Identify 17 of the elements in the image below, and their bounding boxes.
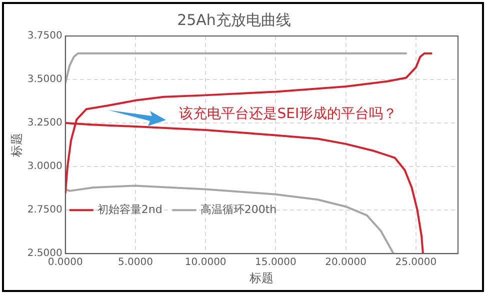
y-tick-label: 3.5000 [27,74,62,86]
chart-title: 25Ah充放电曲线 [177,10,291,29]
x-tick-label: 25.0000 [395,257,437,268]
x-tick-label: 5.0000 [118,257,153,268]
y-axis-title: 标题 [9,132,24,158]
legend-label: 高温循环200th [200,202,277,216]
x-axis-title: 标题 [248,270,274,285]
x-tick-label: 0.0000 [48,257,83,268]
y-tick-label: 3.2500 [27,118,62,129]
x-tick-label: 15.0000 [255,257,296,268]
annotation: 该充电平台还是SEI形成的平台吗？ [179,106,398,122]
x-tick-label: 10.0000 [184,257,226,268]
legend-label: 初始容量2nd [97,202,162,216]
y-tick-label: 2.7500 [27,204,62,216]
x-tick-label: 20.0000 [325,257,367,268]
y-tick-label: 3.7500 [27,30,62,42]
y-tick-label: 3.0000 [27,161,62,172]
